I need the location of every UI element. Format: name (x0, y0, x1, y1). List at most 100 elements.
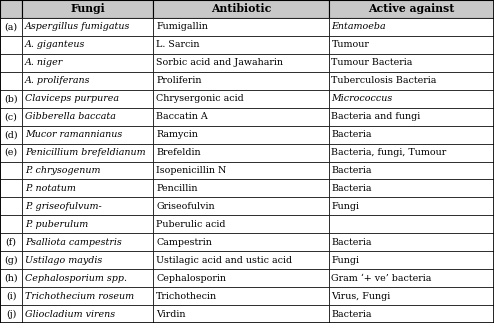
Bar (22, 180, 153, 197)
Bar (22, 305, 153, 323)
Text: (e): (e) (4, 148, 18, 157)
Text: Gram ‘+ ve’ bacteria: Gram ‘+ ve’ bacteria (331, 274, 432, 283)
Bar (0, 126, 22, 143)
Text: P. chrysogenum: P. chrysogenum (25, 166, 101, 175)
Text: A. proliferans: A. proliferans (25, 76, 91, 85)
Bar (153, 108, 329, 126)
Text: Trichothecin: Trichothecin (156, 292, 217, 301)
Bar (329, 36, 494, 54)
Bar (329, 143, 494, 162)
Bar (153, 54, 329, 72)
Text: Fungi: Fungi (70, 4, 105, 15)
Text: (i): (i) (6, 292, 16, 301)
Text: Mucor ramannianus: Mucor ramannianus (25, 130, 123, 139)
Bar (22, 0, 153, 18)
Bar (0, 54, 22, 72)
Text: P. notatum: P. notatum (25, 184, 76, 193)
Bar (329, 90, 494, 108)
Bar (0, 287, 22, 305)
Bar (0, 72, 22, 90)
Text: L. Sarcin: L. Sarcin (156, 40, 200, 49)
Text: Tuberculosis Bacteria: Tuberculosis Bacteria (331, 76, 437, 85)
Bar (0, 162, 22, 180)
Text: Entamoeba: Entamoeba (331, 22, 386, 31)
Bar (153, 0, 329, 18)
Bar (153, 287, 329, 305)
Bar (0, 305, 22, 323)
Bar (329, 54, 494, 72)
Bar (153, 90, 329, 108)
Text: Bacteria: Bacteria (331, 166, 372, 175)
Bar (329, 269, 494, 287)
Text: Baccatin A: Baccatin A (156, 112, 208, 121)
Text: Bacteria: Bacteria (331, 238, 372, 247)
Text: Antibiotic: Antibiotic (211, 4, 271, 15)
Bar (22, 143, 153, 162)
Text: A. niger: A. niger (25, 58, 63, 67)
Text: Tumour Bacteria: Tumour Bacteria (331, 58, 413, 67)
Text: Penicillium brefeldianum: Penicillium brefeldianum (25, 148, 146, 157)
Text: Active against: Active against (368, 4, 454, 15)
Text: Virus, Fungi: Virus, Fungi (331, 292, 391, 301)
Bar (22, 18, 153, 36)
Text: (h): (h) (4, 274, 18, 283)
Text: Psalliota campestris: Psalliota campestris (25, 238, 122, 247)
Bar (22, 108, 153, 126)
Text: Ramycin: Ramycin (156, 130, 198, 139)
Text: Puberulic acid: Puberulic acid (156, 220, 226, 229)
Bar (329, 0, 494, 18)
Text: Campestrin: Campestrin (156, 238, 212, 247)
Bar (153, 180, 329, 197)
Bar (329, 18, 494, 36)
Bar (0, 90, 22, 108)
Bar (329, 162, 494, 180)
Text: (b): (b) (4, 94, 18, 103)
Bar (22, 233, 153, 251)
Bar (22, 215, 153, 233)
Text: Virdin: Virdin (156, 309, 186, 318)
Bar (329, 180, 494, 197)
Text: P. puberulum: P. puberulum (25, 220, 88, 229)
Bar (22, 269, 153, 287)
Bar (329, 72, 494, 90)
Text: (g): (g) (4, 255, 18, 265)
Bar (22, 126, 153, 143)
Text: Cephalosporium spp.: Cephalosporium spp. (25, 274, 127, 283)
Bar (153, 233, 329, 251)
Bar (22, 90, 153, 108)
Bar (0, 0, 22, 18)
Text: Gliocladium virens: Gliocladium virens (25, 309, 115, 318)
Bar (153, 305, 329, 323)
Text: Chrysergonic acid: Chrysergonic acid (156, 94, 244, 103)
Text: P. griseofulvum-: P. griseofulvum- (25, 202, 102, 211)
Bar (329, 251, 494, 269)
Text: Isopenicillin N: Isopenicillin N (156, 166, 226, 175)
Bar (22, 287, 153, 305)
Text: (c): (c) (4, 112, 18, 121)
Bar (153, 197, 329, 215)
Text: Sorbic acid and Jawaharin: Sorbic acid and Jawaharin (156, 58, 283, 67)
Bar (22, 197, 153, 215)
Bar (0, 36, 22, 54)
Bar (153, 72, 329, 90)
Bar (329, 287, 494, 305)
Text: Fumigallin: Fumigallin (156, 22, 208, 31)
Text: Brefeldin: Brefeldin (156, 148, 201, 157)
Text: Fungi: Fungi (331, 256, 360, 265)
Bar (329, 126, 494, 143)
Bar (153, 143, 329, 162)
Text: Tumour: Tumour (331, 40, 370, 49)
Bar (22, 72, 153, 90)
Bar (329, 215, 494, 233)
Text: Bacteria and fungi: Bacteria and fungi (331, 112, 421, 121)
Text: Ustilagic acid and ustic acid: Ustilagic acid and ustic acid (156, 256, 292, 265)
Bar (22, 251, 153, 269)
Text: (f): (f) (5, 238, 17, 247)
Bar (0, 233, 22, 251)
Bar (0, 215, 22, 233)
Bar (153, 251, 329, 269)
Text: Proliferin: Proliferin (156, 76, 202, 85)
Bar (329, 305, 494, 323)
Text: Bacteria, fungi, Tumour: Bacteria, fungi, Tumour (331, 148, 447, 157)
Text: Fungi: Fungi (331, 202, 360, 211)
